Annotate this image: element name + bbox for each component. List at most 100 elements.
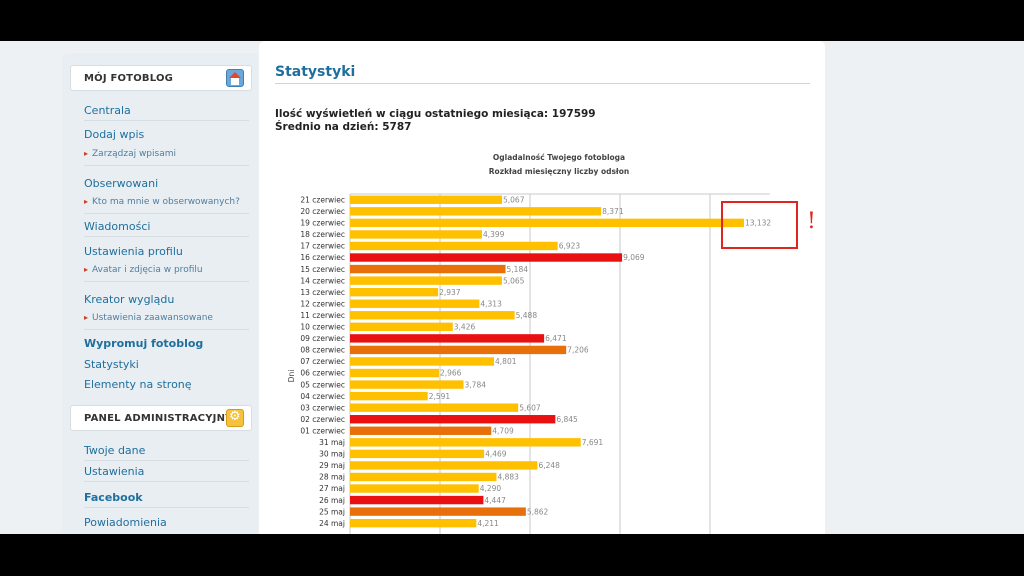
daily-average-text: Średnio na dzień: 5787 — [275, 121, 412, 133]
data-label: 7,691 — [582, 438, 604, 447]
sidebar-subitem-ustawienia-zaawansowane[interactable]: Ustawienia zaawansowane — [84, 313, 213, 323]
main-content: Statystyki Ilość wyświetleń w ciągu osta… — [259, 41, 825, 534]
data-label: 4,709 — [492, 426, 514, 435]
tick-label: 12 czerwiec — [300, 299, 345, 308]
data-label: 6,923 — [559, 242, 581, 251]
data-label: 7,206 — [567, 346, 589, 355]
tick-label: 24 maj — [319, 519, 345, 528]
data-label: 5,862 — [527, 507, 549, 516]
tick-label: 10 czerwiec — [300, 323, 345, 332]
data-label: 2,591 — [429, 392, 451, 401]
divider — [84, 281, 249, 282]
tick-label: 30 maj — [319, 450, 345, 459]
bar — [350, 368, 439, 378]
data-label: 4,290 — [480, 484, 502, 493]
data-label: 3,426 — [454, 323, 476, 332]
sidebar-item-obserwowani[interactable]: Obserwowani — [84, 177, 159, 190]
bar — [350, 299, 480, 308]
sidebar-item-elementy[interactable]: Elementy na stronę — [84, 378, 192, 391]
tick-label: 02 czerwiec — [300, 415, 345, 424]
bar — [350, 264, 506, 274]
bar — [350, 287, 439, 297]
bar — [350, 426, 492, 435]
bar — [350, 195, 503, 204]
tick-label: 18 czerwiec — [300, 230, 345, 239]
chart-subtitle: Rozkład miesięczny liczby odsłon — [488, 167, 630, 176]
data-label: 6,248 — [538, 461, 560, 470]
panel-title: PANEL ADMINISTRACYJNY — [84, 413, 233, 424]
tick-label: 11 czerwiec — [300, 311, 345, 320]
tick-label: 14 czerwiec — [300, 276, 345, 285]
y-axis-label: Dni — [287, 370, 296, 383]
sidebar-item-facebook[interactable]: Facebook — [84, 491, 143, 504]
bar — [350, 403, 519, 412]
data-label: 4,211 — [477, 519, 499, 528]
sidebar-subitem-kto-ma[interactable]: Kto ma mnie w obserwowanych? — [84, 197, 240, 207]
bar — [350, 449, 485, 459]
bar — [350, 253, 623, 262]
bar — [350, 495, 484, 505]
divider — [275, 83, 810, 84]
exclamation-annotation: ! — [807, 209, 816, 234]
panel-title: MÓJ FOTOBLOG — [84, 73, 174, 84]
data-label: 13,132 — [745, 219, 771, 228]
sidebar-item-wypromuj[interactable]: Wypromuj fotoblog — [84, 337, 204, 350]
tick-label: 27 maj — [319, 484, 345, 493]
data-label: 5,065 — [503, 276, 525, 285]
bar — [350, 357, 495, 366]
bar — [350, 334, 545, 343]
divider — [84, 213, 249, 214]
sidebar-subitem-avatar[interactable]: Avatar i zdjęcia w profilu — [84, 265, 203, 275]
sidebar-item-powiadomienia[interactable]: Powiadomienia — [84, 516, 167, 529]
data-label: 5,067 — [503, 195, 525, 204]
sidebar-item-centrala[interactable]: Centrala — [84, 104, 131, 117]
divider — [84, 507, 249, 508]
data-label: 8,371 — [602, 207, 624, 216]
bar — [350, 218, 744, 228]
sidebar-item-wiadomosci[interactable]: Wiadomości — [84, 220, 151, 233]
divider — [84, 236, 249, 237]
monthly-views-text: Ilość wyświetleń w ciągu ostatniego mies… — [275, 108, 596, 120]
divider — [84, 165, 249, 166]
divider — [84, 120, 249, 121]
sidebar-item-twoje-dane[interactable]: Twoje dane — [84, 444, 146, 457]
bar-chart: Dni 21 czerwiec 5,067 20 czerwiec 8,371 19 cz… — [287, 193, 771, 534]
sidebar-item-ustawienia-profilu[interactable]: Ustawienia profilu — [84, 245, 183, 258]
data-label: 9,069 — [623, 253, 645, 262]
tick-label: 04 czerwiec — [300, 392, 345, 401]
data-label: 6,471 — [545, 334, 567, 343]
sidebar-subitem-zarzadzaj[interactable]: Zarządzaj wpisami — [84, 149, 176, 159]
bar — [350, 241, 558, 251]
data-label: 5,488 — [516, 311, 538, 320]
bar — [350, 391, 428, 401]
divider — [84, 481, 249, 482]
tick-label: 01 czerwiec — [300, 426, 345, 435]
sidebar-item-ustawienia[interactable]: Ustawienia — [84, 465, 145, 478]
bar — [350, 518, 477, 528]
page-title: Statystyki — [275, 64, 356, 80]
data-label: 2,937 — [439, 288, 461, 297]
bar — [350, 472, 497, 482]
home-icon[interactable] — [226, 69, 244, 87]
tick-label: 16 czerwiec — [300, 253, 345, 262]
gear-icon[interactable] — [226, 409, 244, 427]
data-label: 5,184 — [507, 265, 529, 274]
sidebar-item-dodaj-wpis[interactable]: Dodaj wpis — [84, 128, 145, 141]
sidebar-item-statystyki[interactable]: Statystyki — [84, 358, 139, 371]
sidebar-item-kreator[interactable]: Kreator wyglądu — [84, 293, 175, 306]
data-label: 4,447 — [484, 496, 506, 505]
data-label: 5,607 — [519, 403, 541, 412]
tick-label: 07 czerwiec — [300, 357, 345, 366]
data-label: 3,784 — [465, 380, 487, 389]
data-label: 4,313 — [480, 299, 502, 308]
bar — [350, 276, 502, 285]
tick-label: 19 czerwiec — [300, 219, 345, 228]
bar — [350, 415, 556, 424]
tick-label: 15 czerwiec — [300, 265, 345, 274]
tick-label: 21 czerwiec — [300, 195, 345, 204]
tick-label: 05 czerwiec — [300, 380, 345, 389]
divider — [84, 460, 249, 461]
panel-admin-header: PANEL ADMINISTRACYJNY — [70, 405, 252, 431]
chart-title: Ogladalność Twojego fotobloga — [492, 153, 626, 162]
bar — [350, 507, 526, 516]
